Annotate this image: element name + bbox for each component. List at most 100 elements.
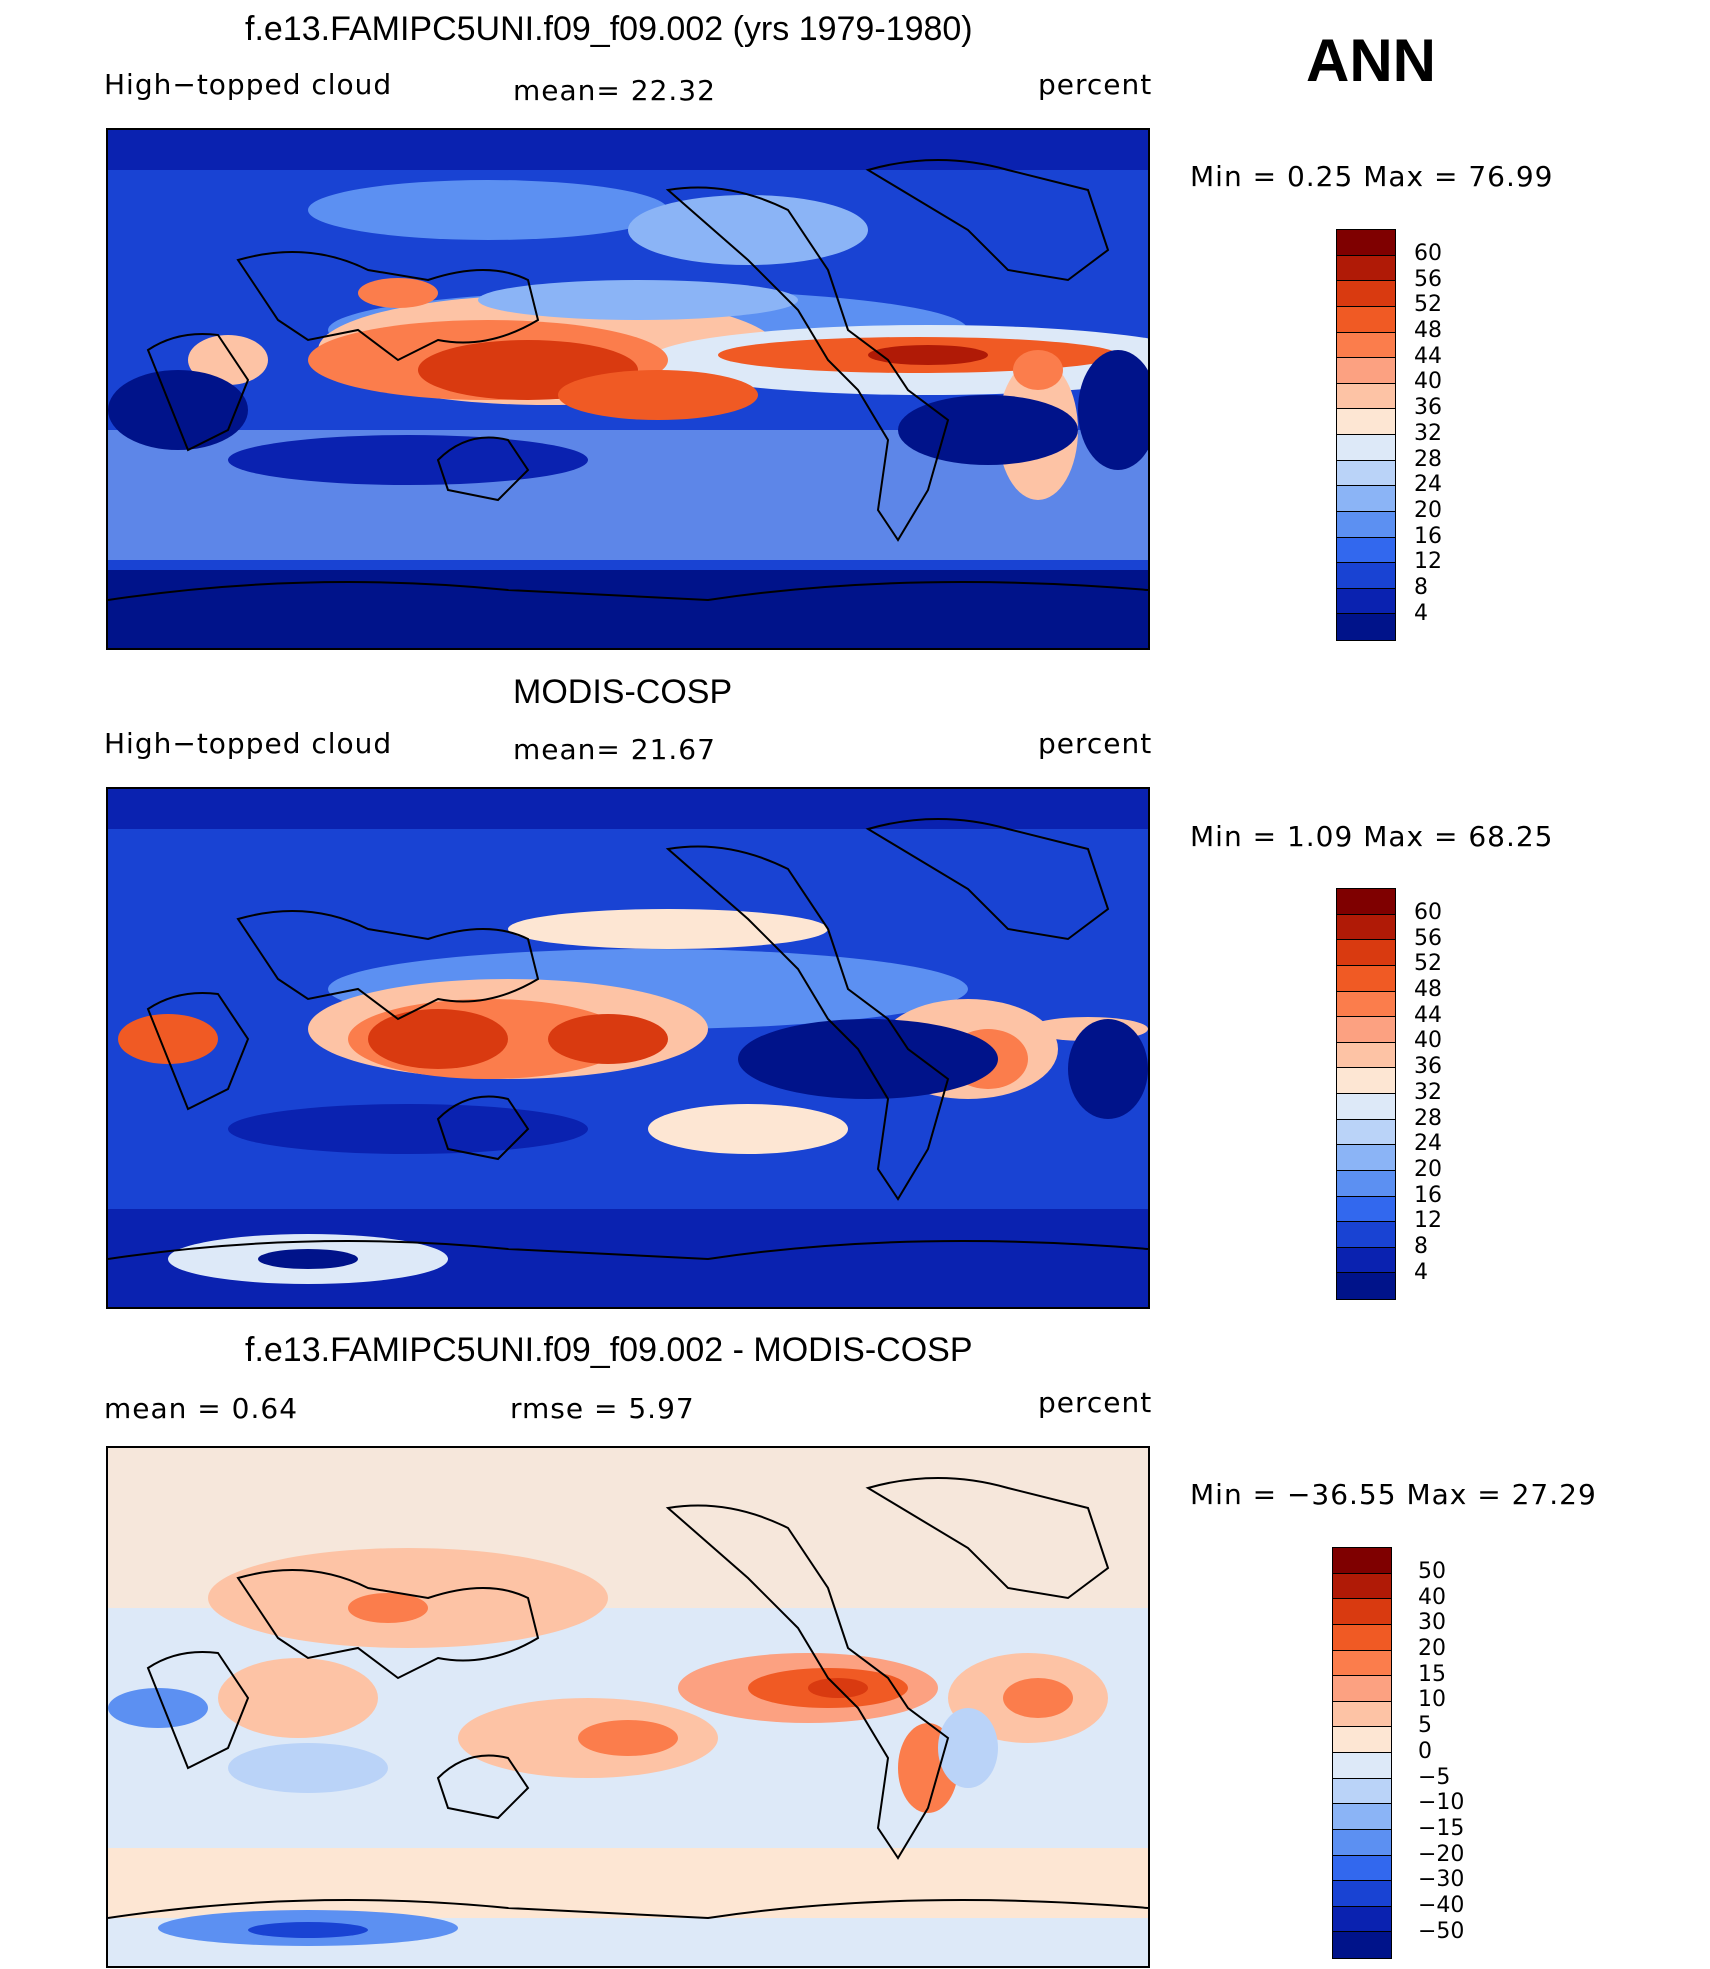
colorbar-tick-label: 52 <box>1414 951 1442 977</box>
colorbar-swatch <box>1337 1273 1395 1299</box>
colorbar-tick-label: 20 <box>1414 497 1442 523</box>
panel-1-variable-label: High−topped cloud <box>104 68 393 101</box>
colorbar-swatch <box>1337 889 1395 915</box>
colorbar-tick-label: 50 <box>1418 1559 1446 1584</box>
colorbar-tick-label: −20 <box>1418 1841 1465 1867</box>
colorbar-tick-label: −10 <box>1418 1790 1465 1816</box>
colorbar-tick-label: 4 <box>1414 1259 1428 1285</box>
colorbar-tick-label: 24 <box>1414 472 1442 498</box>
colorbar-tick-label: 30 <box>1418 1610 1446 1636</box>
colorbar-tick-label: 52 <box>1414 292 1442 318</box>
colorbar-swatch <box>1337 383 1395 410</box>
colorbar-tick-label: −30 <box>1418 1867 1465 1893</box>
colorbar-tick-label: 20 <box>1418 1636 1446 1662</box>
colorbar-swatch <box>1337 563 1395 589</box>
panel-2-colorbar-ticks: 60 56 52 48 44 40 36 32 28 24 20 16 12 8 4 <box>1414 900 1442 1285</box>
colorbar-tick-label: 8 <box>1414 1233 1428 1259</box>
colorbar-tick-label: 48 <box>1414 318 1442 344</box>
colorbar-swatch <box>1333 1727 1391 1753</box>
panel-3-colorbar-ticks: 50 40 30 20 15 10 5 0 −5 −10 −15 −20 −30 −40 −50 <box>1418 1559 1464 1944</box>
colorbar-tick-label: 16 <box>1414 1182 1442 1208</box>
panel-3-map <box>106 1446 1150 1968</box>
colorbar-swatch <box>1337 460 1395 487</box>
colorbar-tick-label: 32 <box>1414 420 1442 446</box>
colorbar-swatch <box>1333 1855 1391 1882</box>
colorbar-tick-label: 40 <box>1414 1028 1442 1054</box>
colorbar-tick-label: 28 <box>1414 1105 1442 1131</box>
colorbar-tick-label: 36 <box>1414 1054 1442 1080</box>
colorbar-swatch <box>1333 1676 1391 1702</box>
panel-1-colorbar-ticks: 60 56 52 48 44 40 36 32 28 24 20 16 12 8 4 <box>1414 241 1442 626</box>
colorbar-tick-label: 10 <box>1418 1687 1446 1713</box>
colorbar-tick-label: 20 <box>1414 1156 1442 1182</box>
panel-3-units-label: percent <box>1038 1386 1153 1419</box>
colorbar-swatch <box>1333 1829 1391 1856</box>
colorbar-tick-label: 36 <box>1414 395 1442 421</box>
colorbar-swatch <box>1337 965 1395 992</box>
colorbar-tick-label: 12 <box>1414 549 1442 575</box>
colorbar-tick-label: 15 <box>1418 1661 1446 1687</box>
panel-2-variable-label: High−topped cloud <box>104 727 393 760</box>
colorbar-tick-label: 48 <box>1414 977 1442 1003</box>
colorbar-swatch <box>1333 1778 1391 1805</box>
colorbar-swatch <box>1337 306 1395 333</box>
colorbar-swatch <box>1337 588 1395 615</box>
colorbar-swatch <box>1337 1222 1395 1248</box>
colorbar-swatch <box>1337 435 1395 461</box>
panel-2-minmax-label: Min = 1.09 Max = 68.25 <box>1190 820 1554 853</box>
colorbar-tick-label: 8 <box>1414 574 1428 600</box>
panel-3-title: f.e13.FAMIPC5UNI.f09_f09.002 - MODIS-COS… <box>245 1331 973 1369</box>
colorbar-tick-label: 0 <box>1418 1738 1432 1764</box>
colorbar-tick-label: 12 <box>1414 1208 1442 1234</box>
panel-2-map <box>106 787 1150 1309</box>
colorbar-swatch <box>1337 537 1395 564</box>
colorbar-tick-label: 5 <box>1418 1713 1432 1739</box>
panel-1-title: f.e13.FAMIPC5UNI.f09_f09.002 (yrs 1979-1… <box>245 10 973 48</box>
colorbar-swatch <box>1337 991 1395 1018</box>
panel-1-colorbar <box>1336 229 1396 641</box>
colorbar-swatch <box>1337 255 1395 282</box>
colorbar-tick-label: −40 <box>1418 1892 1465 1918</box>
colorbar-tick-label: −5 <box>1418 1764 1451 1790</box>
colorbar-swatch <box>1333 1573 1391 1600</box>
colorbar-tick-label: 28 <box>1414 446 1442 472</box>
colorbar-swatch <box>1333 1753 1391 1779</box>
panel-1-map <box>106 128 1150 650</box>
colorbar-swatch <box>1337 358 1395 384</box>
colorbar-swatch <box>1333 1624 1391 1651</box>
colorbar-tick-label: 44 <box>1414 1002 1442 1028</box>
colorbar-swatch <box>1337 281 1395 307</box>
colorbar-tick-label: 16 <box>1414 523 1442 549</box>
colorbar-tick-label: −50 <box>1418 1918 1465 1944</box>
panel-3-colorbar <box>1332 1547 1392 1959</box>
colorbar-tick-label: 56 <box>1414 925 1442 951</box>
panel-2-units-label: percent <box>1038 727 1153 760</box>
colorbar-swatch <box>1337 1017 1395 1043</box>
season-label: ANN <box>1306 27 1436 94</box>
colorbar-swatch <box>1337 914 1395 941</box>
colorbar-swatch <box>1337 1196 1395 1223</box>
colorbar-swatch <box>1337 1145 1395 1171</box>
panel-2-map-field <box>108 789 1148 1307</box>
colorbar-swatch <box>1337 332 1395 359</box>
colorbar-swatch <box>1337 409 1395 435</box>
colorbar-swatch <box>1333 1650 1391 1677</box>
panel-3-map-field <box>108 1448 1148 1966</box>
panel-2-colorbar <box>1336 888 1396 1300</box>
colorbar-swatch <box>1333 1548 1391 1574</box>
colorbar-swatch <box>1337 230 1395 256</box>
colorbar-tick-label: 40 <box>1418 1584 1446 1610</box>
colorbar-tick-label: 24 <box>1414 1131 1442 1157</box>
panel-1-units-label: percent <box>1038 68 1153 101</box>
colorbar-tick-label: 60 <box>1414 900 1442 925</box>
colorbar-swatch <box>1333 1881 1391 1907</box>
colorbar-swatch <box>1333 1906 1391 1933</box>
colorbar-tick-label: 44 <box>1414 343 1442 369</box>
panel-1-minmax-label: Min = 0.25 Max = 76.99 <box>1190 160 1554 193</box>
colorbar-swatch <box>1337 1094 1395 1120</box>
panel-3-minmax-label: Min = −36.55 Max = 27.29 <box>1190 1478 1597 1511</box>
colorbar-swatch <box>1337 1042 1395 1069</box>
colorbar-swatch <box>1337 511 1395 538</box>
colorbar-swatch <box>1337 1119 1395 1146</box>
colorbar-swatch <box>1337 940 1395 966</box>
